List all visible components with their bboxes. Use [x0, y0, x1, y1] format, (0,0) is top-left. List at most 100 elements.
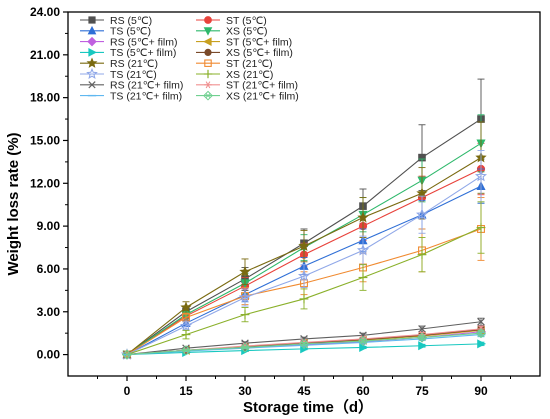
data-point: [298, 240, 310, 251]
legend-marker: [88, 81, 96, 89]
legend-item-10: TS (21℃): [80, 67, 157, 81]
legend-item-5: ST (5℃+ film): [196, 36, 292, 48]
legend-label: TS (5℃): [110, 26, 151, 38]
data-point: [299, 294, 309, 304]
x-tick-label: 30: [238, 384, 252, 398]
legend-label: XS (5℃): [226, 26, 268, 38]
y-tick-label: 0.00: [37, 348, 61, 362]
marker-stroke: [360, 338, 366, 344]
y-tick-label: 9.00: [37, 219, 61, 233]
marker-stroke: [298, 338, 310, 349]
marker-stroke: [357, 335, 369, 347]
data-point: [474, 169, 488, 182]
data-point: [239, 342, 251, 353]
data-point: [240, 310, 250, 320]
legend-marker: [204, 59, 212, 67]
legend-label: RS (21℃): [110, 58, 158, 70]
legend-item-7: XS (5℃+ film): [196, 47, 293, 59]
data-point: [357, 335, 369, 347]
legend-item-3: XS (5℃): [196, 26, 268, 38]
data-point: [180, 345, 192, 356]
legend-marker: [203, 37, 212, 46]
data-point: [121, 349, 133, 360]
legend-marker: [87, 36, 97, 47]
legend-marker: [86, 57, 98, 68]
data-point: [180, 301, 192, 313]
data-point: [477, 339, 487, 349]
marker-stroke: [121, 349, 133, 360]
legend-item-2: TS (5℃): [80, 26, 151, 38]
marker-stroke: [239, 342, 251, 353]
legend-item-11: XS (21℃): [196, 69, 273, 81]
x-tick-label: 15: [179, 384, 193, 398]
legend-marker: [88, 16, 96, 24]
legend-marker: [203, 69, 213, 79]
series-10: [120, 150, 488, 360]
x-tick-label: 75: [415, 384, 429, 398]
data-point: [415, 208, 429, 220]
y-tick-label: 3.00: [37, 305, 61, 319]
data-point: [477, 317, 485, 326]
legend-item-14: TS (21℃+ film): [80, 90, 182, 102]
data-point: [475, 328, 487, 339]
y-tick-label: 15.00: [30, 133, 60, 147]
data-point: [356, 244, 370, 256]
marker-stroke: [205, 93, 211, 98]
legend-marker: [204, 48, 212, 57]
legend-label: XS (21℃+ film): [226, 90, 299, 102]
legend-item-6: TS (5℃+ film): [80, 47, 176, 59]
legend-label: ST (21℃+ film): [226, 80, 298, 92]
legend-marker: [86, 67, 98, 79]
legend-item-9: ST (21℃): [196, 58, 273, 70]
marker-stroke: [203, 90, 213, 101]
marker-stroke: [205, 81, 211, 89]
legend-marker: [203, 27, 213, 36]
series-15: [121, 328, 487, 360]
legend-label: XS (5℃+ film): [226, 47, 293, 59]
legend-label: XS (21℃): [226, 69, 273, 81]
marker-stroke: [475, 328, 487, 339]
legend-item-8: RS (21℃): [80, 57, 158, 70]
legend-item-13: ST (21℃+ film): [196, 80, 298, 92]
legend-item-4: RS (5℃+ film): [80, 36, 178, 48]
legend-label: TS (5℃+ film): [110, 47, 176, 59]
data-point: [416, 187, 428, 199]
plot-area: [120, 78, 488, 360]
x-tick-label: 45: [297, 384, 311, 398]
legend-item-1: ST (5℃): [196, 15, 267, 27]
y-tick-label: 18.00: [30, 91, 60, 105]
data-point: [181, 330, 191, 340]
marker-stroke: [416, 332, 428, 343]
data-point: [239, 265, 251, 277]
legend-label: TS (21℃): [110, 69, 157, 81]
legend-marker: [204, 16, 212, 24]
data-point: [417, 250, 427, 260]
legend-item-0: RS (5℃): [80, 15, 152, 27]
y-tick-label: 24.00: [30, 5, 60, 19]
x-tick-label: 90: [474, 384, 488, 398]
legend-marker: [88, 48, 97, 57]
y-tick-label: 21.00: [30, 48, 60, 62]
data-point: [418, 325, 426, 333]
data-point: [179, 319, 193, 332]
x-tick-label: 60: [356, 384, 370, 398]
data-point: [418, 341, 428, 351]
legend-label: RS (21℃+ film): [110, 80, 183, 92]
legend-label: ST (5℃): [226, 15, 267, 27]
marker-stroke: [242, 345, 248, 350]
data-point: [298, 338, 310, 349]
legend-item-12: RS (21℃+ film): [80, 80, 183, 92]
legend-label: TS (21℃+ film): [110, 90, 182, 102]
axes: 0.00 3.00 6.00 9.00 12.00 15.00 18.00 21.00 24.0…: [30, 5, 541, 398]
data-point: [358, 273, 368, 282]
marker-stroke: [301, 341, 307, 347]
legend-label: ST (5℃+ film): [226, 36, 292, 48]
marker-stroke: [124, 352, 130, 357]
y-tick-label: 12.00: [30, 176, 60, 190]
series-0: [123, 78, 485, 359]
y-tick-label: 6.00: [37, 262, 61, 276]
x-axis-title: Storage time（d）: [243, 398, 373, 416]
marker-stroke: [183, 347, 189, 353]
x-tick-label: 0: [124, 384, 131, 398]
